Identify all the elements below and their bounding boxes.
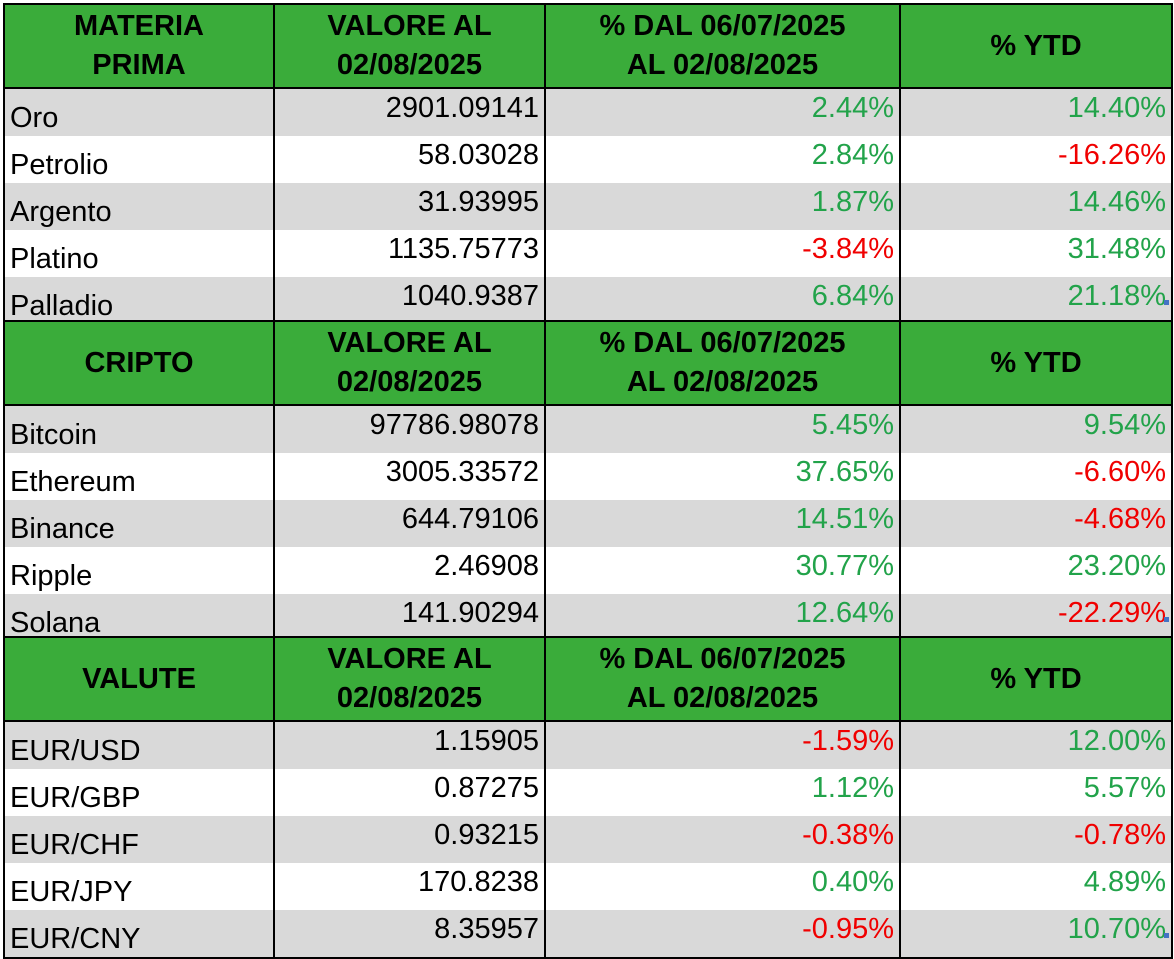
asset-name: Petrolio — [3, 136, 275, 183]
table-row: Oro 2901.09141 2.44% 14.40% — [3, 88, 1173, 136]
table-row: Argento 31.93995 1.87% 14.46% — [3, 183, 1173, 230]
header-row: VALUTE VALORE AL 02/08/2025 % DAL 06/07/… — [3, 636, 1173, 722]
period-change: 2.84% — [544, 136, 901, 183]
asset-value: 1135.75773 — [273, 230, 546, 277]
period-change: 14.51% — [544, 500, 901, 547]
header-value: VALORE AL 02/08/2025 — [273, 320, 546, 406]
table-row: Ripple 2.46908 30.77% 23.20% — [3, 547, 1173, 594]
cripto-table: CRIPTO VALORE AL 02/08/2025 % DAL 06/07/… — [3, 320, 1173, 643]
period-change: 5.45% — [544, 405, 901, 453]
asset-value: 3005.33572 — [273, 453, 546, 500]
period-change: 30.77% — [544, 547, 901, 594]
header-asset: CRIPTO — [3, 320, 275, 406]
period-change: 37.65% — [544, 453, 901, 500]
ytd-change: 10.70% — [899, 910, 1173, 959]
asset-value: 58.03028 — [273, 136, 546, 183]
asset-name: EUR/USD — [3, 721, 275, 769]
resize-handle-marker — [1164, 300, 1169, 305]
ytd-change: -0.78% — [899, 816, 1173, 863]
asset-value: 8.35957 — [273, 910, 546, 959]
ytd-change: -4.68% — [899, 500, 1173, 547]
table-row: Petrolio 58.03028 2.84% -16.26% — [3, 136, 1173, 183]
resize-handle-marker — [1164, 617, 1169, 622]
resize-handle-marker — [1164, 933, 1169, 938]
period-change: 12.64% — [544, 594, 901, 643]
asset-name: EUR/CHF — [3, 816, 275, 863]
asset-name: EUR/JPY — [3, 863, 275, 910]
asset-name: Ethereum — [3, 453, 275, 500]
header-row: MATERIA PRIMA VALORE AL 02/08/2025 % DAL… — [3, 3, 1173, 89]
period-change: 2.44% — [544, 88, 901, 136]
asset-name: Palladio — [3, 277, 275, 326]
period-change: -0.38% — [544, 816, 901, 863]
asset-name: Solana — [3, 594, 275, 643]
table-row: Solana 141.90294 12.64% -22.29% — [3, 594, 1173, 643]
table-row: Platino 1135.75773 -3.84% 31.48% — [3, 230, 1173, 277]
materie-prime-table: MATERIA PRIMA VALORE AL 02/08/2025 % DAL… — [3, 3, 1173, 326]
header-asset: VALUTE — [3, 636, 275, 722]
asset-name: Argento — [3, 183, 275, 230]
asset-name: Platino — [3, 230, 275, 277]
table-row: EUR/JPY 170.8238 0.40% 4.89% — [3, 863, 1173, 910]
table-row: EUR/CNY 8.35957 -0.95% 10.70% — [3, 910, 1173, 959]
table-row: EUR/USD 1.15905 -1.59% 12.00% — [3, 721, 1173, 769]
asset-value: 2.46908 — [273, 547, 546, 594]
period-change: 0.40% — [544, 863, 901, 910]
asset-value: 1040.9387 — [273, 277, 546, 326]
valute-table: VALUTE VALORE AL 02/08/2025 % DAL 06/07/… — [3, 636, 1173, 959]
asset-value: 97786.98078 — [273, 405, 546, 453]
period-change: -0.95% — [544, 910, 901, 959]
header-period-change: % DAL 06/07/2025 AL 02/08/2025 — [544, 636, 901, 722]
ytd-change: 21.18% — [899, 277, 1173, 326]
table-row: Palladio 1040.9387 6.84% 21.18% — [3, 277, 1173, 326]
asset-name: Bitcoin — [3, 405, 275, 453]
header-row: CRIPTO VALORE AL 02/08/2025 % DAL 06/07/… — [3, 320, 1173, 406]
asset-value: 31.93995 — [273, 183, 546, 230]
ytd-change: -6.60% — [899, 453, 1173, 500]
asset-value: 170.8238 — [273, 863, 546, 910]
period-change: -3.84% — [544, 230, 901, 277]
ytd-change: -16.26% — [899, 136, 1173, 183]
ytd-change: -22.29% — [899, 594, 1173, 643]
asset-value: 2901.09141 — [273, 88, 546, 136]
header-ytd: % YTD — [899, 636, 1173, 722]
asset-name: EUR/GBP — [3, 769, 275, 816]
header-period-change: % DAL 06/07/2025 AL 02/08/2025 — [544, 3, 901, 89]
ytd-change: 23.20% — [899, 547, 1173, 594]
ytd-change: 12.00% — [899, 721, 1173, 769]
header-period-change: % DAL 06/07/2025 AL 02/08/2025 — [544, 320, 901, 406]
period-change: 1.87% — [544, 183, 901, 230]
asset-name: Ripple — [3, 547, 275, 594]
table-row: EUR/GBP 0.87275 1.12% 5.57% — [3, 769, 1173, 816]
ytd-change: 14.40% — [899, 88, 1173, 136]
header-ytd: % YTD — [899, 320, 1173, 406]
period-change: 6.84% — [544, 277, 901, 326]
table-row: Bitcoin 97786.98078 5.45% 9.54% — [3, 405, 1173, 453]
period-change: 1.12% — [544, 769, 901, 816]
table-row: EUR/CHF 0.93215 -0.38% -0.78% — [3, 816, 1173, 863]
header-value: VALORE AL 02/08/2025 — [273, 3, 546, 89]
header-ytd: % YTD — [899, 3, 1173, 89]
header-asset: MATERIA PRIMA — [3, 3, 275, 89]
asset-value: 644.79106 — [273, 500, 546, 547]
ytd-change: 5.57% — [899, 769, 1173, 816]
ytd-change: 31.48% — [899, 230, 1173, 277]
ytd-change: 4.89% — [899, 863, 1173, 910]
asset-name: EUR/CNY — [3, 910, 275, 959]
period-change: -1.59% — [544, 721, 901, 769]
table-row: Binance 644.79106 14.51% -4.68% — [3, 500, 1173, 547]
ytd-change: 9.54% — [899, 405, 1173, 453]
asset-value: 0.93215 — [273, 816, 546, 863]
asset-value: 141.90294 — [273, 594, 546, 643]
table-row: Ethereum 3005.33572 37.65% -6.60% — [3, 453, 1173, 500]
asset-value: 0.87275 — [273, 769, 546, 816]
header-value: VALORE AL 02/08/2025 — [273, 636, 546, 722]
asset-name: Binance — [3, 500, 275, 547]
ytd-change: 14.46% — [899, 183, 1173, 230]
asset-name: Oro — [3, 88, 275, 136]
asset-value: 1.15905 — [273, 721, 546, 769]
